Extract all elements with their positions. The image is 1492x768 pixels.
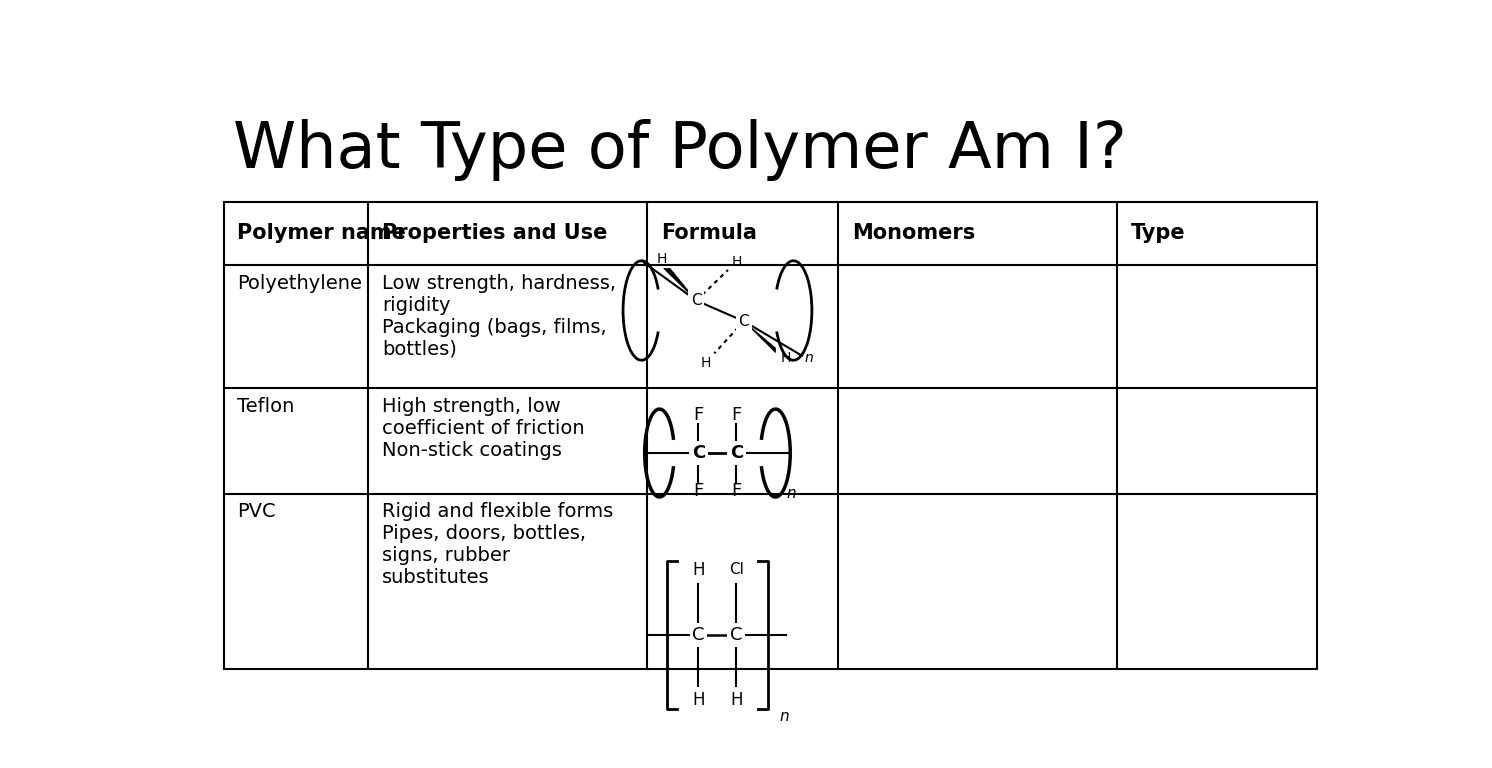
Text: Teflon: Teflon bbox=[237, 397, 295, 416]
Text: H: H bbox=[692, 691, 704, 710]
Text: C: C bbox=[730, 626, 743, 644]
Text: H: H bbox=[692, 561, 704, 578]
Text: Formula: Formula bbox=[661, 223, 756, 243]
Text: Polymer name: Polymer name bbox=[237, 223, 406, 243]
Text: Monomers: Monomers bbox=[852, 223, 976, 243]
Text: F: F bbox=[694, 482, 704, 500]
Text: Cl: Cl bbox=[730, 562, 745, 577]
Text: H: H bbox=[656, 252, 667, 266]
Text: F: F bbox=[694, 406, 704, 424]
Polygon shape bbox=[664, 268, 697, 300]
Text: C: C bbox=[692, 444, 706, 462]
Text: H: H bbox=[780, 351, 791, 365]
Text: $n$: $n$ bbox=[779, 710, 789, 724]
Text: C: C bbox=[691, 293, 701, 308]
Text: C: C bbox=[692, 626, 704, 644]
Text: Rigid and flexible forms
Pipes, doors, bottles,
signs, rubber
substitutes: Rigid and flexible forms Pipes, doors, b… bbox=[382, 502, 613, 588]
Text: H: H bbox=[731, 255, 742, 270]
Text: $n$: $n$ bbox=[804, 351, 813, 365]
Text: $n$: $n$ bbox=[786, 486, 797, 502]
Text: Low strength, hardness,
rigidity
Packaging (bags, films,
bottles): Low strength, hardness, rigidity Packagi… bbox=[382, 273, 616, 359]
Text: Properties and Use: Properties and Use bbox=[382, 223, 607, 243]
Text: F: F bbox=[731, 482, 742, 500]
Text: Polyethylene: Polyethylene bbox=[237, 273, 363, 293]
Text: High strength, low
coefficient of friction
Non-stick coatings: High strength, low coefficient of fricti… bbox=[382, 397, 585, 460]
Text: Type: Type bbox=[1131, 223, 1186, 243]
Text: H: H bbox=[701, 356, 712, 369]
Text: H: H bbox=[730, 691, 743, 710]
Text: C: C bbox=[739, 313, 749, 329]
Polygon shape bbox=[745, 321, 776, 353]
Text: F: F bbox=[731, 406, 742, 424]
Text: PVC: PVC bbox=[237, 502, 276, 521]
Text: C: C bbox=[730, 444, 743, 462]
Text: What Type of Polymer Am I?: What Type of Polymer Am I? bbox=[233, 119, 1126, 180]
